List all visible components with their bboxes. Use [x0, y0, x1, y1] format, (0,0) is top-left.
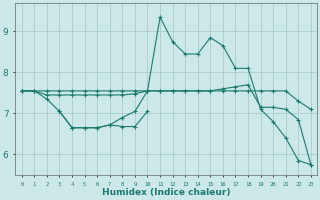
- X-axis label: Humidex (Indice chaleur): Humidex (Indice chaleur): [102, 188, 231, 197]
